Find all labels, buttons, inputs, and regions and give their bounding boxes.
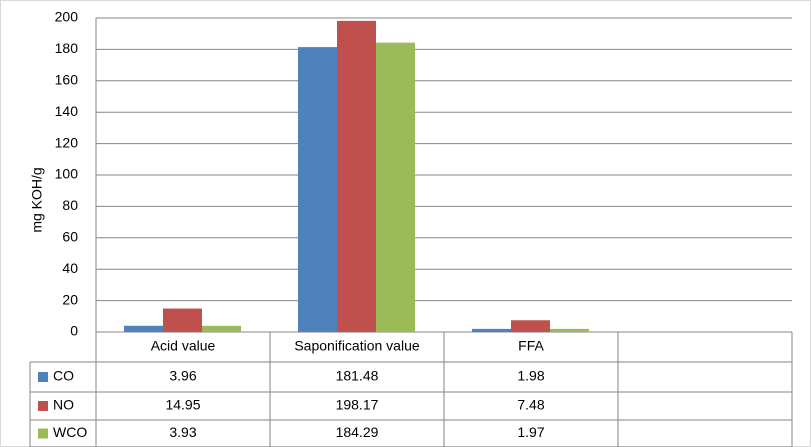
y-tick-label: 60 xyxy=(62,229,78,245)
y-tick-label: 20 xyxy=(62,291,78,307)
table-value: 184.29 xyxy=(336,424,379,440)
bar xyxy=(337,20,376,332)
bar xyxy=(124,325,163,332)
table-value: 181.48 xyxy=(336,368,379,384)
x-tick-label: FFA xyxy=(518,338,544,354)
legend-swatch xyxy=(38,428,48,439)
y-tick-label: 80 xyxy=(62,197,78,213)
legend-label: NO xyxy=(53,397,74,413)
bar xyxy=(472,328,511,332)
bar xyxy=(163,308,202,332)
y-tick-label: 200 xyxy=(55,9,79,25)
table-value: 14.95 xyxy=(165,397,200,413)
table-value: 3.96 xyxy=(169,368,196,384)
y-tick-label: 140 xyxy=(55,103,79,119)
y-tick-label: 180 xyxy=(55,40,79,56)
legend-swatch xyxy=(38,401,48,411)
x-tick-label: Acid value xyxy=(151,338,216,354)
bar xyxy=(511,320,550,332)
bar xyxy=(298,47,337,332)
table-value: 1.98 xyxy=(517,368,544,384)
y-tick-label: 120 xyxy=(55,134,79,150)
legend-label: WCO xyxy=(53,424,87,440)
y-axis-label: mg KOH/g xyxy=(29,167,45,232)
table-value: 1.97 xyxy=(517,424,544,440)
table-value: 198.17 xyxy=(336,397,379,413)
bar xyxy=(550,328,589,332)
y-tick-label: 100 xyxy=(55,166,79,182)
bar xyxy=(202,325,241,332)
bar xyxy=(376,42,415,332)
legend-label: CO xyxy=(53,368,74,384)
x-tick-label: Saponification value xyxy=(294,338,420,354)
table-value: 7.48 xyxy=(517,397,544,413)
legend-swatch xyxy=(38,372,48,382)
y-tick-label: 0 xyxy=(70,323,78,339)
y-tick-label: 160 xyxy=(55,72,79,88)
y-tick-label: 40 xyxy=(62,260,78,276)
table-value: 3.93 xyxy=(169,424,196,440)
